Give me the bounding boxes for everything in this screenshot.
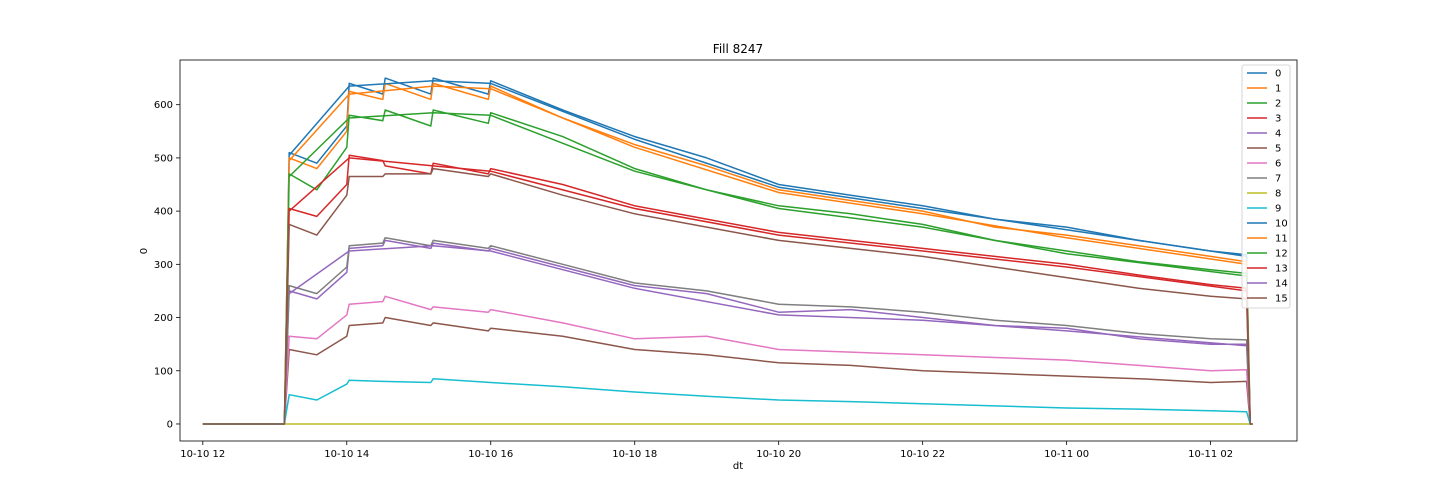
series-line-15 [202,167,1253,425]
legend-label-13: 13 [1275,264,1288,275]
x-tick-label: 10-10 12 [180,449,225,460]
series-line-13 [288,157,1247,292]
x-tick-label: 10-10 16 [468,449,513,460]
legend-label-2: 2 [1275,99,1281,110]
legend-label-14: 14 [1275,279,1288,290]
series-line-5 [202,316,1253,425]
series-line-2 [202,109,1253,425]
y-tick-label: 0 [167,419,173,430]
legend-label-7: 7 [1275,174,1281,185]
y-tick-label: 600 [154,100,173,111]
series-line-7 [202,236,1253,425]
legend-label-6: 6 [1275,159,1281,170]
series-line-10 [288,80,1247,258]
y-axis: 0 100 200 300 400 500 600 [154,100,180,430]
series-line-12 [288,111,1247,277]
x-tick-label: 10-10 14 [324,449,369,460]
y-tick-label: 300 [154,260,173,271]
series-line-9 [202,377,1253,425]
legend-label-5: 5 [1275,144,1281,155]
legend-label-3: 3 [1275,114,1281,125]
legend-label-0: 0 [1275,69,1281,80]
legend-label-11: 11 [1275,234,1288,245]
series-line-6 [202,295,1253,425]
series-line-3 [202,154,1253,425]
series-line-14 [288,244,1247,347]
y-tick-label: 100 [154,366,173,377]
legend-label-15: 15 [1275,294,1288,305]
y-tick-label: 200 [154,313,173,324]
legend-box [1241,64,1291,309]
x-axis: 10-10 12 10-10 14 10-10 16 10-10 18 10-10 20… [180,441,1233,460]
chart-title: Fill 8247 [713,42,763,56]
y-axis-label: 0 [139,248,150,254]
legend-label-10: 10 [1275,219,1288,230]
x-tick-label: 10-10 18 [612,449,657,460]
legend-label-12: 12 [1275,249,1288,260]
series-layer [202,77,1253,425]
x-axis-label: dt [733,461,743,472]
series-line-4 [202,239,1253,425]
series-line-11 [288,85,1247,266]
legend-label-9: 9 [1275,204,1281,215]
legend-label-1: 1 [1275,84,1281,95]
legend-label-4: 4 [1275,129,1281,140]
x-tick-label: 10-10 20 [756,449,801,460]
x-tick-label: 10-11 02 [1188,449,1233,460]
plot-area-frame [179,59,1298,442]
x-tick-label: 10-10 22 [900,449,945,460]
y-tick-label: 400 [154,207,173,218]
x-tick-label: 10-11 00 [1044,449,1089,460]
legend-label-8: 8 [1275,189,1281,200]
y-tick-label: 500 [154,153,173,164]
